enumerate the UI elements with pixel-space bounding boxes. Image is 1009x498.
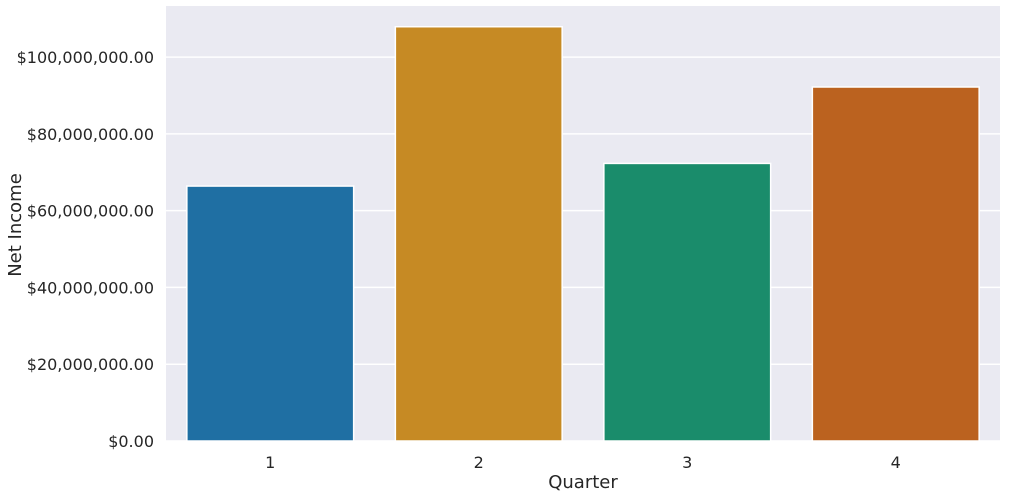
bar-quarter-4 <box>811 86 980 442</box>
y-tick-label: $0.00 <box>108 432 154 451</box>
y-tick-label: $80,000,000.00 <box>27 125 154 144</box>
x-axis-ticks: 1 2 3 4 <box>265 453 901 472</box>
bar-quarter-3 <box>603 162 772 442</box>
bar-quarter-1 <box>186 185 355 442</box>
y-tick-label: $100,000,000.00 <box>17 48 154 67</box>
x-axis-label: Quarter <box>548 472 618 493</box>
x-tick-label: 2 <box>474 453 484 472</box>
y-tick-label: $20,000,000.00 <box>27 355 154 374</box>
y-tick-label: $60,000,000.00 <box>27 202 154 221</box>
y-axis-ticks: $0.00 $20,000,000.00 $40,000,000.00 $60,000… <box>17 48 154 451</box>
x-tick-label: 1 <box>265 453 275 472</box>
y-axis-label: Net Income <box>5 173 26 277</box>
bar-quarter-2 <box>394 25 563 442</box>
x-tick-label: 3 <box>682 453 692 472</box>
x-tick-label: 4 <box>891 453 901 472</box>
bars <box>186 25 980 442</box>
y-tick-label: $40,000,000.00 <box>27 278 154 297</box>
